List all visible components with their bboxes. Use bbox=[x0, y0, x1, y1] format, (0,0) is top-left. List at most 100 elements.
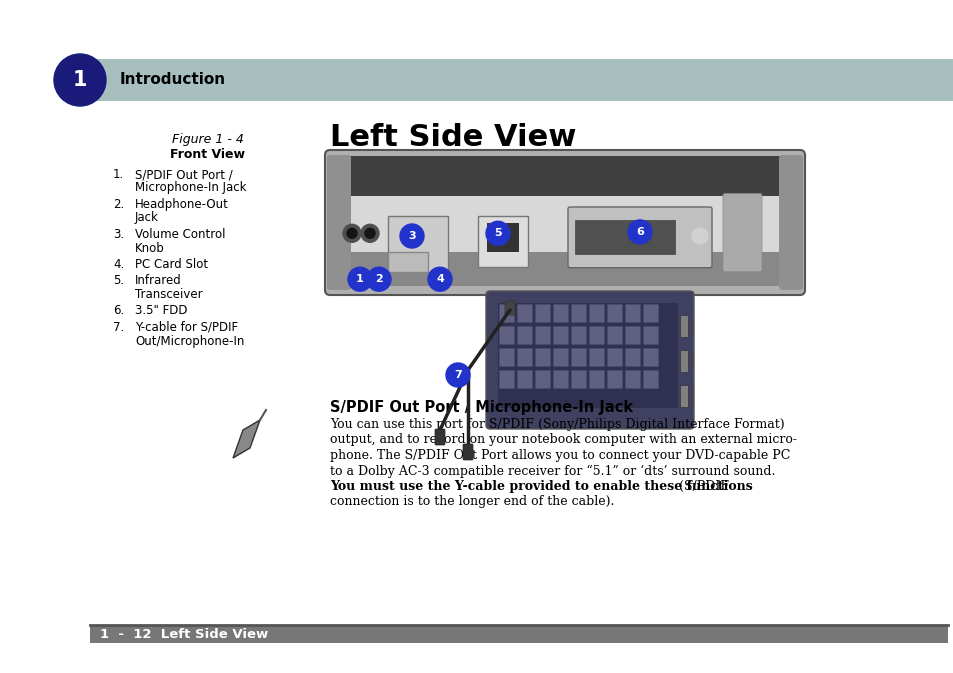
Circle shape bbox=[446, 363, 470, 387]
FancyBboxPatch shape bbox=[589, 326, 604, 345]
Circle shape bbox=[360, 224, 378, 242]
Text: 5.: 5. bbox=[112, 275, 124, 287]
Text: Out/Microphone-In: Out/Microphone-In bbox=[135, 334, 244, 347]
FancyBboxPatch shape bbox=[571, 304, 586, 322]
Text: 3.: 3. bbox=[112, 228, 124, 241]
FancyBboxPatch shape bbox=[333, 252, 796, 286]
Text: 1  -  12  Left Side View: 1 - 12 Left Side View bbox=[100, 627, 268, 641]
Text: Jack: Jack bbox=[135, 211, 159, 225]
Text: 6: 6 bbox=[636, 227, 643, 237]
Circle shape bbox=[347, 228, 356, 238]
FancyBboxPatch shape bbox=[517, 304, 532, 322]
FancyBboxPatch shape bbox=[517, 349, 532, 367]
FancyBboxPatch shape bbox=[462, 444, 473, 460]
FancyBboxPatch shape bbox=[643, 326, 658, 345]
Circle shape bbox=[348, 267, 372, 291]
Text: to a Dolby AC-3 compatible receiver for “5.1” or ‘dts’ surround sound.: to a Dolby AC-3 compatible receiver for … bbox=[330, 464, 775, 478]
FancyBboxPatch shape bbox=[499, 349, 514, 367]
FancyBboxPatch shape bbox=[553, 349, 568, 367]
FancyBboxPatch shape bbox=[607, 304, 622, 322]
FancyBboxPatch shape bbox=[388, 216, 448, 273]
FancyBboxPatch shape bbox=[679, 385, 687, 407]
Circle shape bbox=[428, 267, 452, 291]
Circle shape bbox=[399, 224, 423, 248]
Text: Knob: Knob bbox=[135, 242, 165, 254]
FancyBboxPatch shape bbox=[567, 207, 711, 268]
Text: 7: 7 bbox=[454, 370, 461, 380]
FancyBboxPatch shape bbox=[625, 326, 639, 345]
Circle shape bbox=[627, 220, 651, 244]
Text: Introduction: Introduction bbox=[120, 73, 226, 87]
FancyBboxPatch shape bbox=[325, 150, 804, 295]
FancyBboxPatch shape bbox=[517, 326, 532, 345]
Text: S/PDIF Out Port /: S/PDIF Out Port / bbox=[135, 168, 233, 181]
FancyBboxPatch shape bbox=[607, 326, 622, 345]
FancyBboxPatch shape bbox=[485, 291, 693, 429]
FancyBboxPatch shape bbox=[535, 371, 550, 388]
Circle shape bbox=[691, 228, 707, 244]
FancyBboxPatch shape bbox=[333, 195, 796, 252]
Circle shape bbox=[365, 228, 375, 238]
Text: 7.: 7. bbox=[112, 321, 124, 334]
FancyBboxPatch shape bbox=[643, 349, 658, 367]
FancyBboxPatch shape bbox=[497, 303, 678, 408]
FancyBboxPatch shape bbox=[553, 371, 568, 388]
Text: 6.: 6. bbox=[112, 304, 124, 318]
Text: 1: 1 bbox=[355, 274, 363, 284]
FancyBboxPatch shape bbox=[327, 155, 351, 290]
Text: phone. The S/PDIF Out Port allows you to connect your DVD-capable PC: phone. The S/PDIF Out Port allows you to… bbox=[330, 449, 789, 462]
Text: 1: 1 bbox=[72, 70, 87, 90]
Text: 1.: 1. bbox=[112, 168, 124, 181]
FancyBboxPatch shape bbox=[643, 371, 658, 388]
Text: 5: 5 bbox=[494, 228, 501, 238]
FancyBboxPatch shape bbox=[499, 304, 514, 322]
Text: (S/PDIF: (S/PDIF bbox=[675, 480, 728, 493]
Text: Y-cable for S/PDIF: Y-cable for S/PDIF bbox=[135, 321, 238, 334]
Text: Figure 1 - 4: Figure 1 - 4 bbox=[172, 133, 244, 146]
Text: PC Card Slot: PC Card Slot bbox=[135, 258, 208, 271]
FancyBboxPatch shape bbox=[553, 326, 568, 345]
FancyBboxPatch shape bbox=[504, 301, 515, 315]
FancyBboxPatch shape bbox=[589, 349, 604, 367]
Text: You can use this port for S/PDIF (Sony/Philips Digital Interface Format): You can use this port for S/PDIF (Sony/P… bbox=[330, 418, 783, 431]
Text: Transceiver: Transceiver bbox=[135, 288, 202, 301]
FancyBboxPatch shape bbox=[607, 349, 622, 367]
Text: You must use the Y-cable provided to enable these functions: You must use the Y-cable provided to ena… bbox=[330, 480, 752, 493]
FancyBboxPatch shape bbox=[517, 371, 532, 388]
Circle shape bbox=[367, 267, 391, 291]
FancyBboxPatch shape bbox=[535, 304, 550, 322]
Text: 2.: 2. bbox=[112, 198, 124, 211]
Text: Volume Control: Volume Control bbox=[135, 228, 225, 241]
FancyBboxPatch shape bbox=[643, 304, 658, 322]
FancyBboxPatch shape bbox=[87, 59, 953, 101]
FancyBboxPatch shape bbox=[625, 304, 639, 322]
FancyBboxPatch shape bbox=[575, 220, 675, 254]
FancyBboxPatch shape bbox=[625, 371, 639, 388]
FancyBboxPatch shape bbox=[331, 156, 799, 201]
FancyBboxPatch shape bbox=[589, 371, 604, 388]
FancyBboxPatch shape bbox=[477, 216, 527, 267]
FancyBboxPatch shape bbox=[679, 350, 687, 372]
Circle shape bbox=[54, 54, 106, 106]
Text: Infrared: Infrared bbox=[135, 275, 182, 287]
Text: 3.5" FDD: 3.5" FDD bbox=[135, 304, 188, 318]
Text: connection is to the longer end of the cable).: connection is to the longer end of the c… bbox=[330, 495, 614, 509]
FancyBboxPatch shape bbox=[553, 304, 568, 322]
FancyBboxPatch shape bbox=[679, 315, 687, 337]
Text: output, and to record on your notebook computer with an external micro-: output, and to record on your notebook c… bbox=[330, 433, 796, 446]
FancyBboxPatch shape bbox=[571, 326, 586, 345]
Polygon shape bbox=[233, 420, 260, 458]
Text: 3: 3 bbox=[408, 231, 416, 241]
FancyBboxPatch shape bbox=[779, 155, 802, 290]
Circle shape bbox=[485, 221, 510, 245]
FancyBboxPatch shape bbox=[388, 252, 428, 273]
FancyBboxPatch shape bbox=[625, 349, 639, 367]
FancyBboxPatch shape bbox=[571, 349, 586, 367]
FancyBboxPatch shape bbox=[435, 429, 444, 445]
FancyBboxPatch shape bbox=[499, 326, 514, 345]
Text: Headphone-Out: Headphone-Out bbox=[135, 198, 229, 211]
Text: S/PDIF Out Port / Microphone-In Jack: S/PDIF Out Port / Microphone-In Jack bbox=[330, 400, 633, 415]
FancyBboxPatch shape bbox=[571, 371, 586, 388]
Text: 2: 2 bbox=[375, 274, 382, 284]
Text: Front View: Front View bbox=[171, 148, 245, 161]
